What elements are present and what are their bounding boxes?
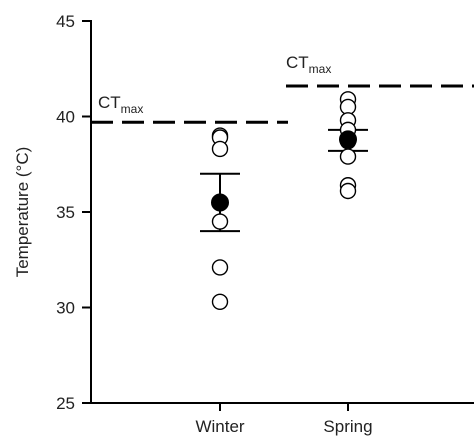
ctmax-thresholds [91, 84, 474, 124]
ctmax-label: CTmax [286, 53, 331, 76]
data-point [211, 140, 229, 158]
ctmax-label: CTmax [98, 93, 143, 116]
labels: CTmax CTmax [98, 53, 331, 116]
data-point [339, 148, 357, 165]
data-points [211, 91, 357, 310]
y-tick-label: 40 [56, 108, 75, 127]
mean-point [339, 130, 357, 149]
y-axis-title: Temperature (°C) [13, 147, 32, 278]
y-tick-label: 30 [56, 299, 75, 318]
y-tick-label: 35 [56, 203, 75, 222]
mean-point [211, 193, 229, 212]
axes: 25 30 35 40 45 Winter Spring Temperature (°C) [13, 12, 474, 436]
x-category-label: Spring [323, 417, 372, 436]
x-category-label: Winter [195, 417, 244, 436]
data-point [211, 293, 229, 310]
y-tick-label: 45 [56, 12, 75, 31]
data-point [211, 259, 229, 276]
data-point [339, 182, 357, 200]
y-tick-label: 25 [56, 394, 75, 413]
data-point [211, 213, 229, 230]
